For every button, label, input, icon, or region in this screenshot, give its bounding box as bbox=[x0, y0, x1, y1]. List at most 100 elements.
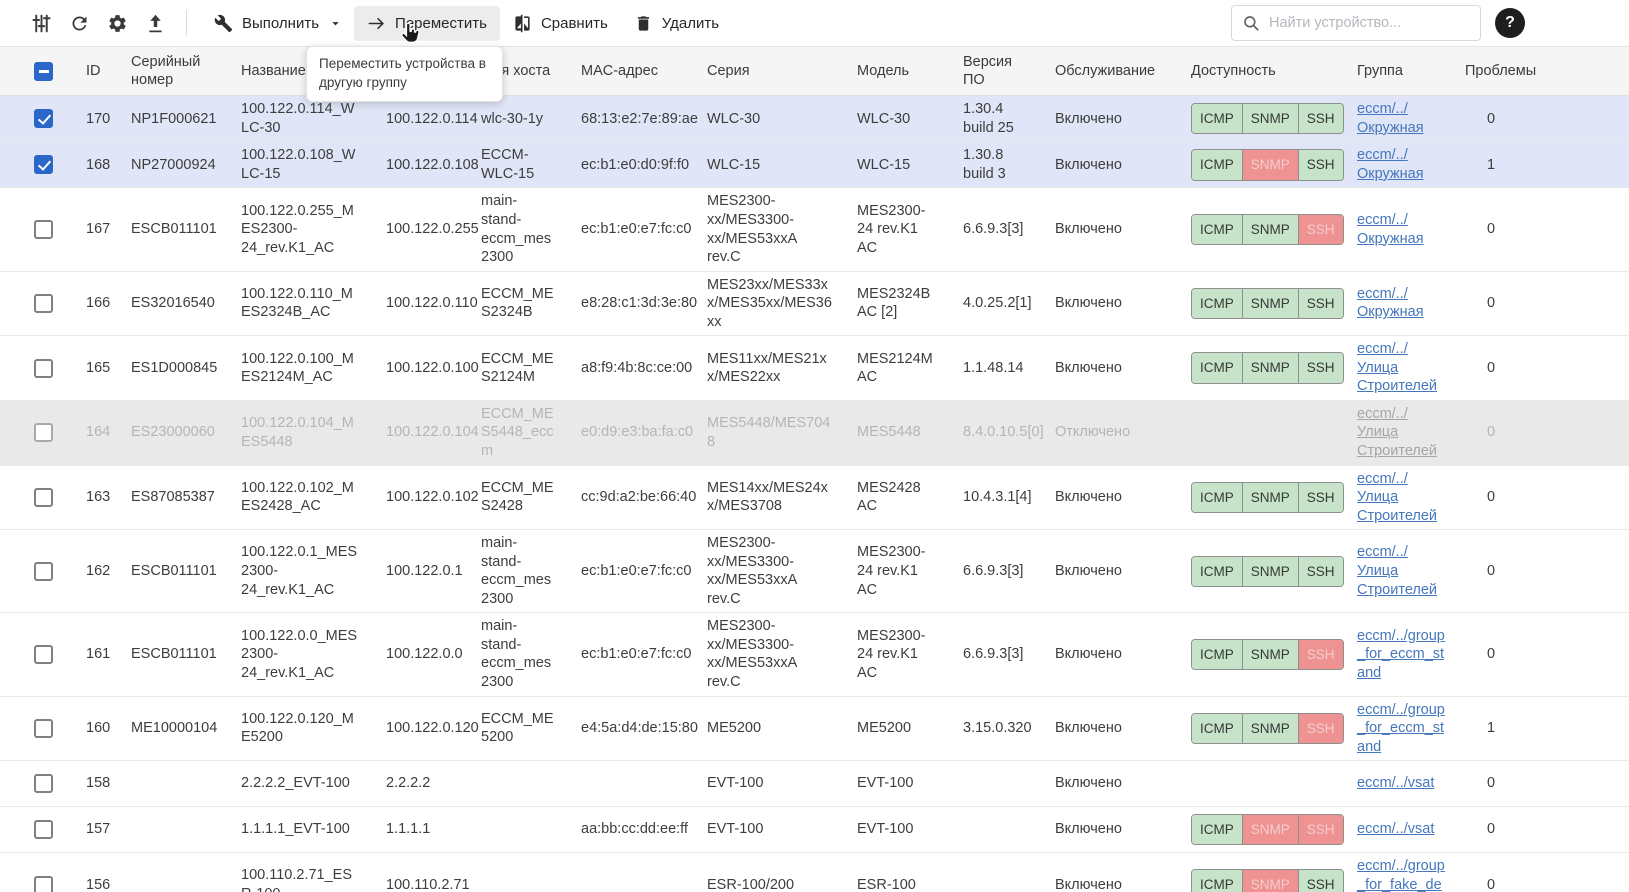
help-button[interactable]: ? bbox=[1495, 8, 1525, 38]
group-link[interactable]: eccm/../Окружная bbox=[1357, 101, 1424, 136]
group-link[interactable]: eccm/../Улица Строителей bbox=[1357, 470, 1438, 524]
cell-availability: ICMP SNMP SSH bbox=[1177, 335, 1344, 401]
cell-group: eccm/../Улица Строителей bbox=[1343, 400, 1455, 466]
row-checkbox[interactable] bbox=[34, 875, 53, 892]
column-header-problems[interactable]: Проблемы bbox=[1455, 45, 1629, 97]
table-header-row: ID Серийный номер Название Имя хоста MAC-адр… bbox=[0, 45, 1629, 97]
column-header-availability[interactable]: Доступность bbox=[1177, 45, 1343, 97]
availability-badges: ICMP SNMP SSH bbox=[1191, 149, 1344, 181]
group-link[interactable]: eccm/../group_for_eccm_stand bbox=[1357, 627, 1445, 681]
cell-id: 160 bbox=[72, 696, 117, 762]
table-row[interactable]: 160 ME10000104 100.122.0.120_ME5200 100.122… bbox=[0, 696, 1629, 762]
table-row[interactable]: 161 ESCB011101 100.122.0.0_MES2300-24_rev.… bbox=[0, 612, 1629, 697]
group-link[interactable]: eccm/../group_for_eccm_stand bbox=[1357, 701, 1445, 755]
cell-id: 163 bbox=[72, 465, 117, 531]
table-row[interactable]: 170 NP1F000621 100.122.0.114_WLC-30 100.122… bbox=[0, 95, 1629, 143]
cell-mac: a8:f9:4b:8c:ce:00 bbox=[567, 335, 693, 401]
move-button[interactable]: Переместить bbox=[354, 5, 500, 41]
group-link[interactable]: eccm/../Окружная bbox=[1357, 211, 1424, 247]
compare-button[interactable]: Сравнить bbox=[500, 6, 621, 41]
table-row[interactable]: 167 ESCB011101 100.122.0.255_MES2300-24_re… bbox=[0, 187, 1629, 272]
row-checkbox[interactable] bbox=[34, 109, 53, 129]
table-row[interactable]: 158 2.2.2.2_EVT-100 2.2.2.2 EVT-100 EVT-100 В… bbox=[0, 760, 1629, 808]
cell-group: eccm/../Улица Строителей bbox=[1343, 529, 1455, 614]
column-header-id[interactable]: ID bbox=[72, 45, 117, 97]
snmp-status-badge: SNMP bbox=[1241, 150, 1298, 180]
group-link[interactable]: eccm/../group_for_fake_device bbox=[1357, 858, 1445, 892]
cell-group: eccm/../Окружная bbox=[1343, 271, 1455, 337]
cell-ip: 1.1.1.1 bbox=[372, 806, 467, 854]
ssh-status-badge: SSH bbox=[1297, 104, 1343, 134]
cell-model: WLC-15 bbox=[843, 141, 949, 189]
delete-button[interactable]: Удалить bbox=[621, 6, 732, 41]
cell-serial: NP1F000621 bbox=[117, 95, 227, 143]
select-all-checkbox[interactable] bbox=[34, 61, 53, 81]
row-checkbox[interactable] bbox=[34, 423, 53, 443]
cell-serial: ESCB011101 bbox=[117, 612, 227, 697]
cell-maintenance: Включено bbox=[1041, 95, 1177, 143]
group-link[interactable]: eccm/../vsat bbox=[1357, 775, 1435, 792]
cell-model: MES2300-24 rev.K1 AC bbox=[843, 529, 949, 614]
ssh-status-badge: SSH bbox=[1297, 870, 1343, 892]
select-all-header bbox=[0, 45, 72, 97]
row-checkbox[interactable] bbox=[34, 718, 53, 738]
row-checkbox[interactable] bbox=[34, 220, 53, 240]
cell-host: ECCM_ME5200 bbox=[467, 696, 567, 762]
column-header-series[interactable]: Серия bbox=[693, 45, 843, 97]
table-row[interactable]: 156 100.110.2.71_ESR-100100.110.2.71 ESR-1… bbox=[0, 852, 1629, 892]
cell-series: MES2300-xx/MES3300-xx/MES53xxA rev.C bbox=[693, 529, 843, 614]
cell-maintenance: Включено bbox=[1041, 187, 1177, 272]
settings-icon[interactable] bbox=[100, 6, 134, 40]
row-checkbox[interactable] bbox=[34, 358, 53, 378]
table-row[interactable]: 166 ES32016540 100.122.0.110_MES2324B_AC 10… bbox=[0, 271, 1629, 337]
cell-maintenance: Включено bbox=[1041, 335, 1177, 401]
cell-maintenance: Включено bbox=[1041, 852, 1177, 892]
row-checkbox[interactable] bbox=[34, 487, 53, 507]
cell-fw: 1.30.4 build 25 bbox=[949, 95, 1041, 143]
cell-availability: ICMP SNMP SSH bbox=[1177, 806, 1344, 854]
cell-serial: ESCB011101 bbox=[117, 529, 227, 614]
group-link[interactable]: eccm/../Улица Строителей bbox=[1357, 405, 1438, 459]
row-checkbox[interactable] bbox=[34, 293, 53, 313]
delete-label: Удалить bbox=[661, 14, 720, 32]
row-checkbox[interactable] bbox=[34, 644, 53, 664]
group-link[interactable]: eccm/../Окружная bbox=[1357, 285, 1424, 321]
cell-availability bbox=[1177, 400, 1343, 466]
cell-ip: 100.122.0.255 bbox=[372, 187, 479, 272]
group-link[interactable]: eccm/../Окружная bbox=[1357, 147, 1424, 182]
ssh-status-badge: SSH bbox=[1297, 815, 1343, 845]
cell-id: 166 bbox=[72, 271, 117, 337]
cell-id: 167 bbox=[72, 187, 117, 272]
group-link[interactable]: eccm/../Улица Строителей bbox=[1357, 544, 1438, 598]
refresh-icon[interactable] bbox=[62, 6, 96, 40]
search-input[interactable] bbox=[1269, 15, 1470, 31]
cell-series: WLC-15 bbox=[693, 141, 843, 189]
row-checkbox[interactable] bbox=[34, 820, 53, 840]
column-header-model[interactable]: Модель bbox=[843, 45, 949, 97]
table-row[interactable]: 163 ES87085387 100.122.0.102_MES2428_AC 100… bbox=[0, 465, 1629, 531]
column-header-mac[interactable]: MAC-адрес bbox=[567, 45, 693, 97]
table-row[interactable]: 164 ES23000060 100.122.0.104_MES5448 100.12… bbox=[0, 400, 1629, 466]
row-checkbox[interactable] bbox=[34, 774, 53, 794]
column-header-group[interactable]: Группа bbox=[1343, 45, 1455, 97]
table-row[interactable]: 157 1.1.1.1_EVT-100 1.1.1.1 aa:bb:cc:dd:ee:… bbox=[0, 806, 1629, 854]
table-row[interactable]: 168 NP27000924 100.122.0.108_WLC-15 100.122… bbox=[0, 141, 1629, 189]
table-row[interactable]: 165 ES1D000845 100.122.0.100_MES2124M_AC 10… bbox=[0, 335, 1629, 401]
cell-fw: 1.30.8 build 3 bbox=[949, 141, 1041, 189]
cell-host bbox=[467, 760, 567, 808]
cell-select bbox=[0, 529, 72, 614]
filter-icon[interactable] bbox=[24, 6, 58, 40]
row-checkbox[interactable] bbox=[34, 561, 53, 581]
help-label: ? bbox=[1505, 14, 1515, 31]
cell-mac: e4:5a:d4:de:15:80 bbox=[567, 696, 698, 762]
compare-icon bbox=[515, 14, 530, 32]
table-row[interactable]: 162 ESCB011101 100.122.0.1_MES2300-24_rev.… bbox=[0, 529, 1629, 614]
row-checkbox[interactable] bbox=[34, 155, 53, 175]
upload-icon[interactable] bbox=[138, 6, 172, 40]
group-link[interactable]: eccm/../vsat bbox=[1357, 821, 1435, 838]
column-header-fw[interactable]: Версия ПО bbox=[949, 45, 1041, 97]
column-header-maintenance[interactable]: Обслуживание bbox=[1041, 45, 1177, 97]
group-link[interactable]: eccm/../Улица Строителей bbox=[1357, 341, 1438, 395]
column-header-serial[interactable]: Серийный номер bbox=[117, 45, 227, 97]
execute-button[interactable]: Выполнить bbox=[201, 6, 354, 41]
